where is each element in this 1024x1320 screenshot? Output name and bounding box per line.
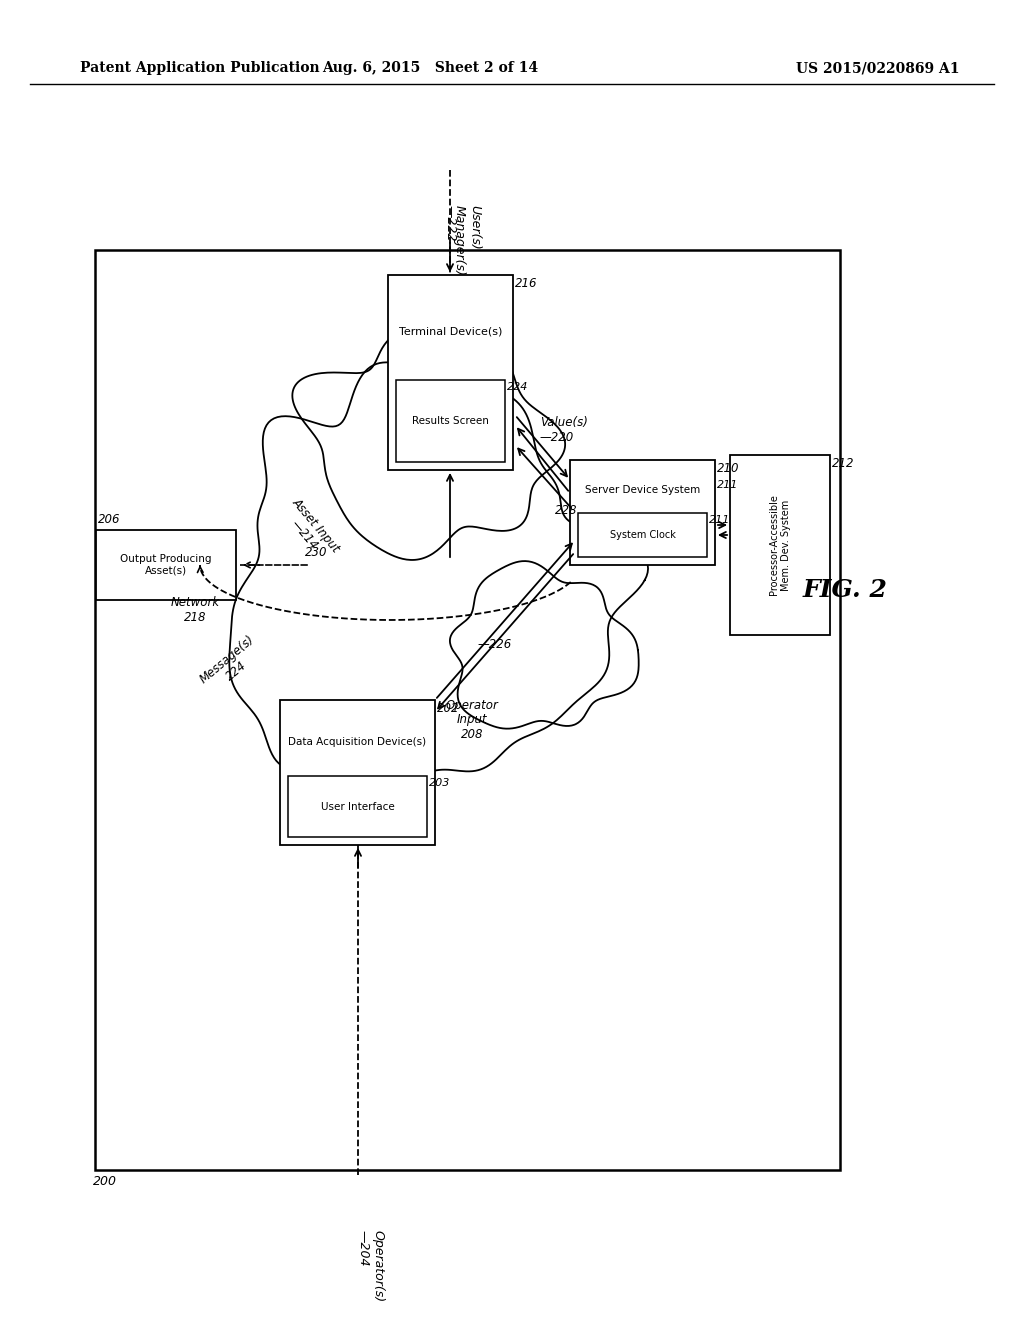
Text: 211: 211 xyxy=(709,515,730,525)
Text: Network
218: Network 218 xyxy=(170,597,219,624)
Text: Results Screen: Results Screen xyxy=(412,416,488,426)
Text: 202: 202 xyxy=(437,702,460,715)
Text: 228: 228 xyxy=(555,503,578,516)
Text: Output Producing
Asset(s): Output Producing Asset(s) xyxy=(120,554,212,576)
Text: 224: 224 xyxy=(507,381,528,392)
Bar xyxy=(95,249,840,1170)
Text: Patent Application Publication: Patent Application Publication xyxy=(80,61,319,75)
Bar xyxy=(96,531,236,601)
Text: —222: —222 xyxy=(443,205,457,242)
Text: 206: 206 xyxy=(98,513,121,525)
Text: 212: 212 xyxy=(831,457,854,470)
Text: Data Acquisition Device(s): Data Acquisition Device(s) xyxy=(289,737,427,747)
Text: Message(s)
224: Message(s) 224 xyxy=(198,632,266,697)
Bar xyxy=(570,459,715,565)
Text: Value(s)
—220: Value(s) —220 xyxy=(540,416,588,444)
Text: User Interface: User Interface xyxy=(321,801,394,812)
Text: Operator(s)
—204: Operator(s) —204 xyxy=(356,1230,384,1302)
Text: Aug. 6, 2015   Sheet 2 of 14: Aug. 6, 2015 Sheet 2 of 14 xyxy=(322,61,538,75)
Text: Processor-Accessible
Mem. Dev. System: Processor-Accessible Mem. Dev. System xyxy=(769,495,791,595)
Text: —226: —226 xyxy=(478,639,512,652)
Text: 200: 200 xyxy=(93,1175,117,1188)
Bar xyxy=(280,700,435,845)
Text: 211: 211 xyxy=(717,480,738,490)
Text: FIG. 2: FIG. 2 xyxy=(803,578,888,602)
Bar xyxy=(730,455,830,635)
Text: 203: 203 xyxy=(429,777,451,788)
Bar xyxy=(288,776,427,837)
Text: User(s)
Manager(s): User(s) Manager(s) xyxy=(453,205,481,276)
Text: 216: 216 xyxy=(515,277,538,290)
Text: 230: 230 xyxy=(305,545,328,558)
Text: Asset Input
—214: Asset Input —214 xyxy=(278,495,342,565)
Text: Operator
Input
208: Operator Input 208 xyxy=(445,698,499,742)
Text: 210: 210 xyxy=(717,462,739,475)
Text: Server Device System: Server Device System xyxy=(585,486,700,495)
Text: System Clock: System Clock xyxy=(609,529,676,540)
Bar xyxy=(388,275,513,470)
Bar xyxy=(578,513,707,557)
Text: US 2015/0220869 A1: US 2015/0220869 A1 xyxy=(797,61,961,75)
Bar xyxy=(396,380,505,462)
Text: Terminal Device(s): Terminal Device(s) xyxy=(398,326,502,337)
